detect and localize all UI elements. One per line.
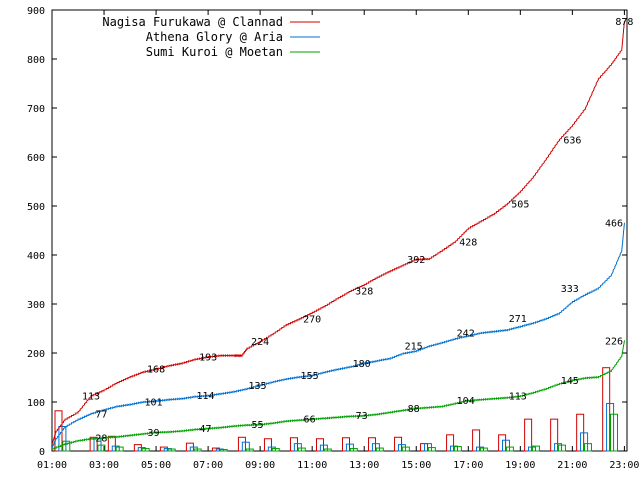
data-label-series-1: 113 [82, 392, 100, 403]
x-tick-label: 21:00 [557, 460, 587, 471]
data-label-series-3: 66 [304, 415, 316, 426]
y-axis: 0 100 200 300 400 500 600 700 800 900 [27, 6, 627, 458]
bar-series-3 [609, 413, 618, 452]
bar-series-3 [479, 447, 488, 452]
y-tick-label: 100 [27, 398, 45, 409]
data-label-series-2: 242 [457, 328, 475, 339]
line-series-2 [51, 222, 625, 448]
bar-series-3 [401, 446, 410, 452]
x-axis: 01:00 03:00 05:00 07:00 09:00 11:00 13:00 15:00… [37, 10, 639, 471]
data-label-series-2: 333 [561, 284, 579, 295]
data-label-series-2: 135 [249, 381, 267, 392]
x-tick-label: 07:00 [193, 460, 223, 471]
data-label-series-1: 878 [615, 17, 633, 28]
data-label-series-3: 104 [457, 396, 475, 407]
x-tick-label: 23:00 [609, 460, 639, 471]
bar-series-3 [583, 443, 592, 452]
bar-series-3 [349, 448, 358, 452]
legend-label: Athena Glory @ Aria [146, 30, 283, 44]
data-label-series-2: 180 [353, 359, 371, 370]
x-tick-label: 03:00 [89, 460, 119, 471]
data-label-series-3: 28 [95, 433, 107, 444]
data-label-series-1: 636 [563, 135, 581, 146]
data-label-series-1: 270 [303, 315, 321, 326]
x-tick-label: 19:00 [505, 460, 535, 471]
data-label-series-2: 466 [605, 219, 623, 230]
y-tick-label: 500 [27, 202, 45, 213]
y-tick-label: 300 [27, 300, 45, 311]
bar-series-3 [531, 445, 540, 452]
y-tick-label: 600 [27, 153, 45, 164]
data-label-series-2: 114 [196, 391, 214, 402]
x-tick-label: 01:00 [37, 460, 67, 471]
y-tick-label: 700 [27, 104, 45, 115]
data-label-series-3: 226 [605, 336, 623, 347]
x-tick-label: 15:00 [401, 460, 431, 471]
data-label-series-2: 77 [95, 409, 107, 420]
bar-series-3 [323, 448, 332, 452]
bar-series-3 [375, 447, 384, 452]
y-tick-label: 200 [27, 349, 45, 360]
y-tick-label: 0 [39, 447, 45, 458]
data-label-series-2: 271 [509, 314, 527, 325]
bar-series-3 [453, 446, 462, 452]
data-label-series-2: 101 [144, 398, 162, 409]
legend-label: Nagisa Furukawa @ Clannad [102, 15, 283, 29]
x-tick-label: 09:00 [245, 460, 275, 471]
data-label-layer: 113 168 193 224 270 328 392 428 505 636 878 77 101 11… [82, 17, 633, 444]
data-label-series-1: 168 [147, 365, 165, 376]
x-tick-label: 11:00 [297, 460, 327, 471]
y-tick-label: 800 [27, 55, 45, 66]
line-series-1 [51, 20, 625, 444]
data-label-series-1: 392 [407, 255, 425, 266]
y-tick-label: 900 [27, 6, 45, 17]
data-label-series-3: 145 [561, 376, 579, 387]
bar-series-3 [271, 448, 280, 452]
bar-series-1 [524, 418, 533, 452]
bar-series-3 [115, 446, 124, 452]
bar-series-3 [141, 448, 150, 452]
line-series-3 [51, 340, 625, 450]
bar-layer [54, 367, 618, 452]
bar-series-3 [193, 448, 202, 452]
bar-series-3 [427, 447, 436, 452]
data-label-series-1: 505 [511, 200, 529, 211]
data-label-series-1: 328 [355, 286, 373, 297]
legend-label: Sumi Kuroi @ Moetan [146, 45, 283, 59]
data-label-series-3: 47 [199, 424, 211, 435]
bar-series-3 [245, 448, 254, 452]
data-label-series-1: 224 [251, 337, 269, 348]
plot-frame [51, 9, 628, 452]
bar-series-3 [167, 448, 176, 452]
line-layer [51, 20, 625, 450]
data-label-series-3: 39 [147, 428, 159, 439]
data-label-series-1: 428 [459, 237, 477, 248]
x-tick-label: 05:00 [141, 460, 171, 471]
y-tick-label: 400 [27, 251, 45, 262]
data-label-series-3: 55 [252, 420, 264, 431]
x-tick-label: 13:00 [349, 460, 379, 471]
data-label-series-3: 113 [509, 392, 527, 403]
bar-series-3 [557, 444, 566, 452]
data-label-series-1: 193 [199, 352, 217, 363]
x-tick-label: 17:00 [453, 460, 483, 471]
bar-series-3 [219, 449, 228, 452]
data-label-series-3: 88 [408, 404, 420, 415]
data-label-series-2: 155 [301, 371, 319, 382]
data-label-series-2: 215 [405, 342, 423, 353]
bar-series-3 [505, 446, 514, 452]
bar-series-3 [97, 444, 106, 452]
bar-series-3 [297, 447, 306, 452]
data-label-series-3: 73 [356, 411, 368, 422]
